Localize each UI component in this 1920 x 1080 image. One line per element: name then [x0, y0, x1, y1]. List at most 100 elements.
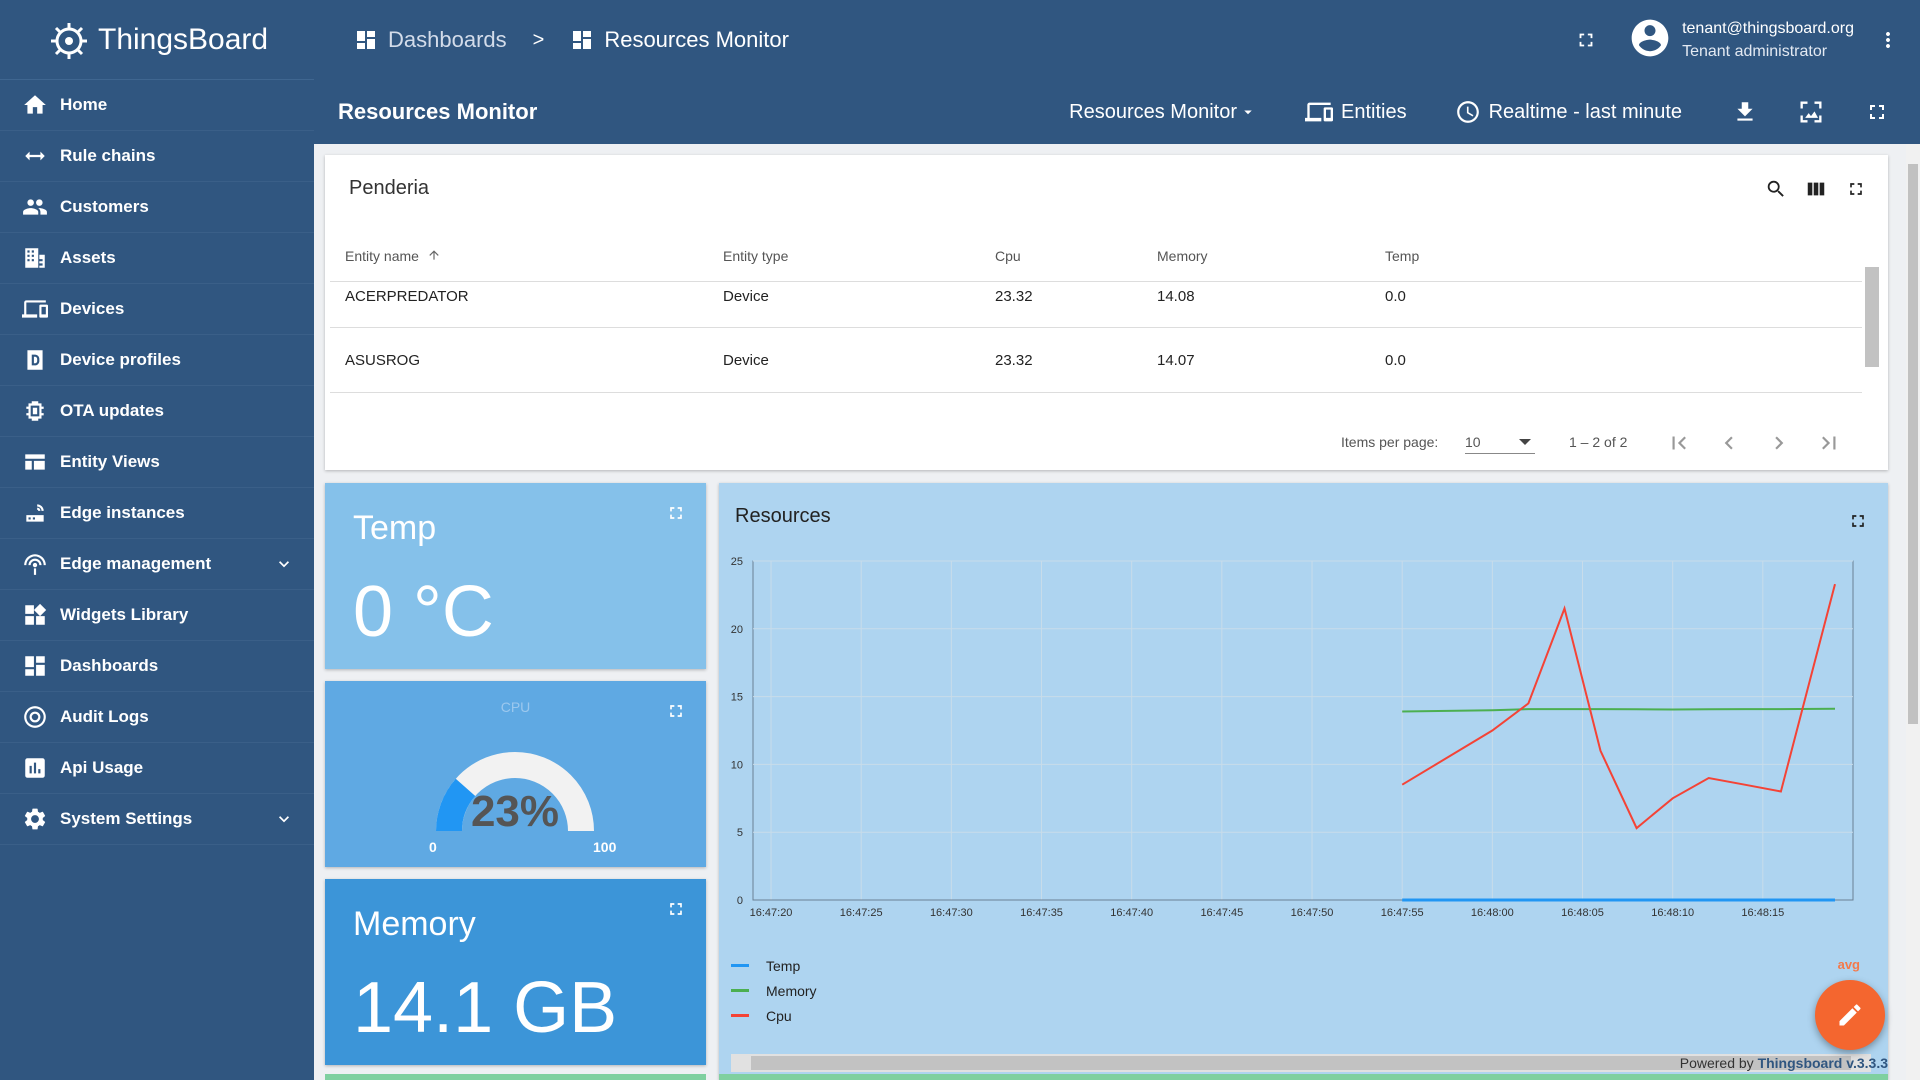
- dashboard-fullscreen-button[interactable]: [1862, 97, 1892, 127]
- resources-line-chart[interactable]: 0 5 10 15 20 25 16:47:20 16:47:25 16:47:30 16:47:…: [719, 483, 1888, 953]
- sidebar-item-customers[interactable]: Customers: [0, 182, 314, 233]
- sidebar-item-entity-views[interactable]: Entity Views: [0, 437, 314, 488]
- ota-updates-icon: [26, 401, 44, 421]
- sidebar-item-system-settings[interactable]: System Settings: [0, 794, 314, 845]
- chevron-down-icon[interactable]: [274, 554, 294, 574]
- audit-logs-icon: [24, 706, 46, 728]
- memory-card-value: 14.1 GB: [353, 968, 618, 1048]
- sidebar-item-dashboards[interactable]: Dashboards: [0, 641, 314, 692]
- view-column-icon: [1807, 182, 1825, 196]
- legend-label: Temp: [766, 957, 801, 974]
- legend-item-cpu[interactable]: Cpu: [731, 1003, 817, 1028]
- sidebar-item-label: OTA updates: [60, 401, 164, 420]
- chart-scrollbar-thumb[interactable]: [751, 1056, 1851, 1070]
- chart-horizontal-scrollbar[interactable]: [731, 1054, 1871, 1072]
- download-icon: [1737, 102, 1753, 121]
- app-name: ThingsBoard: [98, 22, 269, 56]
- sidebar-item-devices[interactable]: Devices: [0, 284, 314, 335]
- sidebar-item-edge-management[interactable]: Edge management: [0, 539, 314, 590]
- sidebar-item-widgets-library[interactable]: Widgets Library: [0, 590, 314, 641]
- breadcrumb-dashboards[interactable]: Dashboards: [354, 27, 507, 53]
- fullscreen-icon: [1870, 105, 1884, 119]
- column-header-memory[interactable]: Memory: [1157, 248, 1208, 264]
- header-right: tenant@thingsboard.org Tenant administra…: [1566, 0, 1920, 80]
- entities-button[interactable]: Entities: [1305, 98, 1407, 126]
- screenshot-button[interactable]: [1796, 97, 1826, 127]
- resources-chart-widget: Resources 0 5 10 15 20 25 16:47:20 16:47:25 16:4…: [719, 483, 1888, 1080]
- series-line-cpu: [1401, 583, 1836, 830]
- items-per-page-select[interactable]: 10: [1465, 424, 1535, 454]
- plot-area-frame: [752, 560, 1854, 901]
- column-header-entity-type[interactable]: Entity type: [723, 248, 789, 264]
- temp-card-widget: Temp 0 °C: [325, 483, 706, 669]
- sidebar-item-rule-chains[interactable]: Rule chains: [0, 131, 314, 182]
- cell-cpu: 23.32: [995, 352, 1033, 369]
- top-bar: Dashboards > Resources Monitor tenant@th…: [314, 0, 1920, 80]
- sidebar-item-assets[interactable]: Assets: [0, 233, 314, 284]
- pencil-icon: [1839, 1004, 1861, 1026]
- thingsboard-logo-icon: [51, 22, 87, 59]
- sidebar-item-label: System Settings: [60, 809, 193, 828]
- fullscreen-button[interactable]: [1566, 20, 1606, 60]
- entities-label: Entities: [1341, 100, 1407, 123]
- app-logo[interactable]: ThingsBoard: [0, 0, 314, 80]
- column-header-temp[interactable]: Temp: [1385, 248, 1420, 264]
- dashboard-state-select[interactable]: Resources Monitor: [1069, 101, 1257, 124]
- x-tick-label: 16:47:50: [1291, 907, 1334, 919]
- sidebar-item-home[interactable]: Home: [0, 80, 314, 131]
- timewindow-button[interactable]: Realtime - last minute: [1455, 99, 1682, 125]
- sidebar-item-edge-instances[interactable]: Edge instances: [0, 488, 314, 539]
- last-page-button[interactable]: [1809, 423, 1849, 463]
- version-link[interactable]: Thingsboard v.3.3.3: [1757, 1055, 1888, 1071]
- home-icon: [24, 95, 46, 114]
- table-columns-button[interactable]: [1796, 169, 1836, 209]
- previous-page-button[interactable]: [1709, 423, 1749, 463]
- sidebar-item-label: Api Usage: [60, 758, 144, 777]
- table-scrollbar-thumb[interactable]: [1865, 267, 1879, 367]
- memory-fullscreen-button[interactable]: [666, 899, 686, 919]
- sidebar-item-api-usage[interactable]: Api Usage: [0, 743, 314, 794]
- more-menu-button[interactable]: [1868, 20, 1908, 60]
- legend-item-temp[interactable]: Temp: [731, 953, 817, 978]
- user-menu[interactable]: tenant@thingsboard.org Tenant administra…: [1628, 16, 1854, 65]
- next-page-button[interactable]: [1759, 423, 1799, 463]
- sidebar-item-ota-updates[interactable]: OTA updates: [0, 386, 314, 437]
- chevron-down-icon[interactable]: [274, 809, 294, 829]
- sidebar-item-label: Devices: [60, 299, 125, 318]
- first-page-button[interactable]: [1659, 423, 1699, 463]
- table-search-button[interactable]: [1756, 169, 1796, 209]
- export-button[interactable]: [1730, 97, 1760, 127]
- sidebar-item-device-profiles[interactable]: Device profiles: [0, 335, 314, 386]
- page-scrollbar[interactable]: [1906, 144, 1920, 1080]
- cell-memory: 14.07: [1157, 352, 1195, 369]
- items-per-page-label: Items per page:: [1341, 434, 1439, 450]
- table-fullscreen-button[interactable]: [1836, 169, 1876, 209]
- column-header-cpu[interactable]: Cpu: [995, 248, 1021, 264]
- x-tick-label: 16:48:15: [1741, 907, 1784, 919]
- edit-dashboard-button[interactable]: [1815, 980, 1885, 1050]
- table-scrollbar[interactable]: [1862, 245, 1880, 367]
- temp-fullscreen-button[interactable]: [666, 503, 686, 523]
- sidebar-item-label: Edge management: [60, 554, 212, 573]
- x-tick-label: 16:47:35: [1020, 907, 1063, 919]
- chart-fullscreen-button[interactable]: [1848, 511, 1868, 531]
- y-tick-label: 0: [737, 895, 743, 907]
- legend-label: Memory: [766, 982, 817, 999]
- devices-icon: [1305, 102, 1333, 122]
- nav-list: Home Rule chains Customers Assets Devices Dev…: [0, 80, 314, 845]
- cell-entity-type: Device: [723, 352, 769, 369]
- cpu-fullscreen-button[interactable]: [666, 701, 686, 721]
- legend-swatch: [731, 989, 749, 992]
- column-header-entity-name[interactable]: Entity name: [345, 248, 441, 264]
- sidebar-item-audit-logs[interactable]: Audit Logs: [0, 692, 314, 743]
- table-header-divider: [330, 281, 1862, 282]
- temp-card-value: 0 °C: [353, 572, 494, 652]
- api-usage-icon: [25, 758, 45, 778]
- legend-item-memory[interactable]: Memory: [731, 978, 817, 1003]
- dashboards-icon: [25, 656, 45, 676]
- sidebar-item-label: Rule chains: [60, 146, 156, 165]
- edge-management-icon: [24, 554, 46, 575]
- memory-card-widget: Memory 14.1 GB: [325, 879, 706, 1065]
- x-tick-label: 16:47:40: [1110, 907, 1153, 919]
- page-scrollbar-thumb[interactable]: [1908, 164, 1918, 724]
